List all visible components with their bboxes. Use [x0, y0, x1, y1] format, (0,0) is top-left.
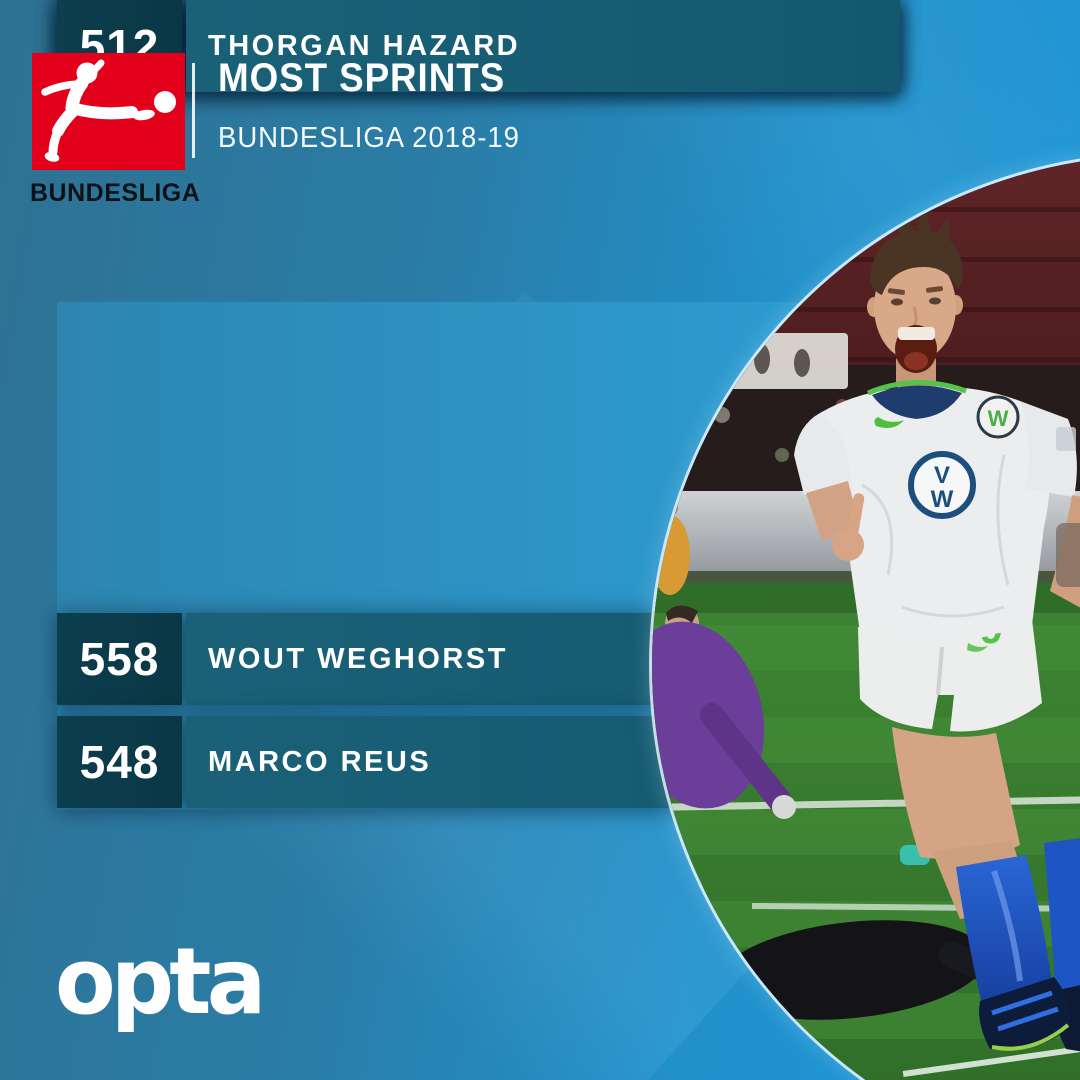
header-divider [192, 63, 195, 158]
bundesliga-player-silhouette-icon [41, 59, 176, 162]
bundesliga-logo [32, 53, 185, 170]
sprint-count: 558 [57, 613, 182, 705]
list-item: 512 THORGAN HAZARD [57, 0, 900, 92]
player-name: THORGAN HAZARD [186, 0, 900, 92]
sponsor-letter-v: V [934, 462, 950, 489]
page-title: MOST SPRINTS [218, 56, 506, 100]
club-badge-letter: W [988, 406, 1009, 431]
vw-sponsor-logo [908, 451, 976, 519]
player-photo: 9 [649, 152, 1080, 1080]
sponsor-letter-w: W [931, 486, 954, 513]
sprint-count: 548 [57, 716, 182, 808]
bundesliga-wordmark: BUNDESLIGA [30, 179, 201, 207]
page-subtitle: BUNDESLIGA 2018-19 [218, 122, 520, 154]
player-photo-illustration: 9 [652, 155, 1080, 1080]
opta-logo: opta [55, 928, 266, 1035]
